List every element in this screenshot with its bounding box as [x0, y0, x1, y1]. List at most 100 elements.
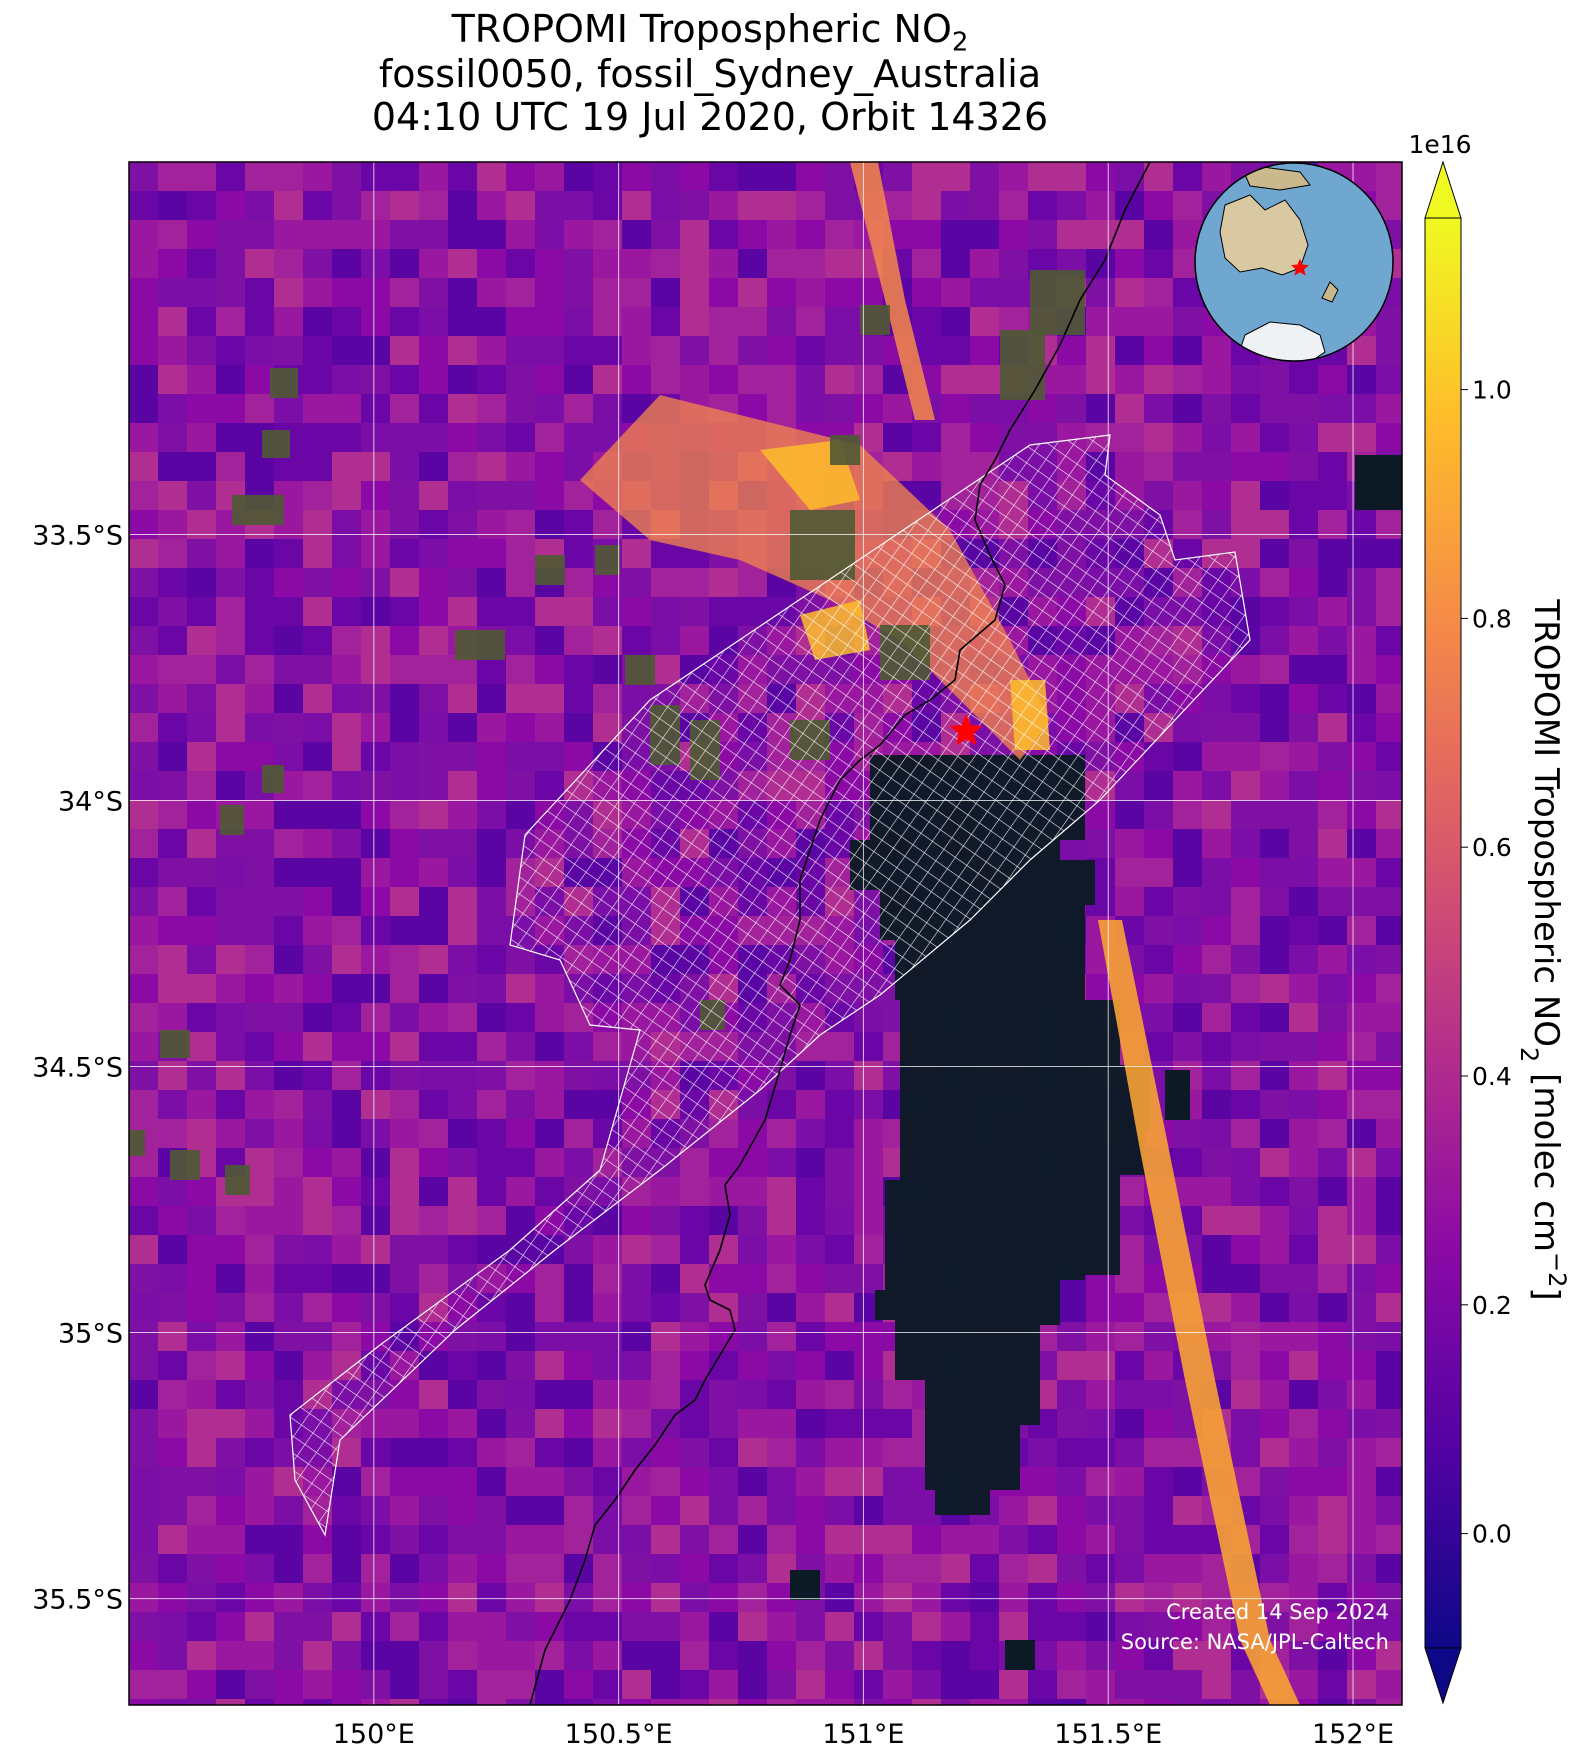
no2-pixel	[477, 1148, 506, 1177]
no2-pixel	[1057, 191, 1086, 220]
no2-pixel	[158, 626, 187, 655]
no2-pixel	[332, 307, 361, 336]
no2-pixel	[1318, 1264, 1347, 1293]
no2-pixel	[1318, 626, 1347, 655]
no2-pixel	[564, 1090, 593, 1119]
no2-pixel	[1057, 365, 1086, 394]
no2-pixel	[448, 1641, 477, 1670]
no2-pixel	[1144, 945, 1173, 974]
no2-pixel	[970, 394, 999, 423]
no2-pixel	[361, 742, 390, 771]
no2-pixel	[216, 1264, 245, 1293]
no2-pixel	[883, 1467, 912, 1496]
no2-pixel	[796, 1090, 825, 1119]
no2-pixel	[448, 1148, 477, 1177]
no2-pixel	[1115, 1467, 1144, 1496]
no2-pixel	[1318, 887, 1347, 916]
no2-pixel	[1260, 1061, 1289, 1090]
no2-pixel	[332, 829, 361, 858]
no2-pixel	[1289, 1061, 1318, 1090]
no2-pixel	[709, 1583, 738, 1612]
no2-pixel	[390, 365, 419, 394]
no2-pixel	[1202, 1061, 1231, 1090]
no2-pixel	[1347, 1090, 1376, 1119]
no2-pixel	[1173, 1438, 1202, 1467]
no2-pixel	[419, 684, 448, 713]
no2-pixel	[1260, 858, 1289, 887]
no2-pixel	[854, 336, 883, 365]
no2-pixel	[361, 365, 390, 394]
no2-pixel	[912, 1641, 941, 1670]
no2-pixel	[1231, 481, 1260, 510]
no2-pixel	[332, 568, 361, 597]
no2-pixel	[390, 1554, 419, 1583]
no2-pixel	[1086, 1583, 1115, 1612]
no2-pixel	[1260, 800, 1289, 829]
no2-pixel	[825, 1380, 854, 1409]
no2-pixel	[1376, 1032, 1402, 1061]
no2-pixel	[303, 742, 332, 771]
no2-pixel	[535, 162, 564, 191]
no2-pixel	[651, 1380, 680, 1409]
no2-pixel	[1376, 916, 1402, 945]
no2-pixel	[999, 1612, 1028, 1641]
no2-pixel	[216, 1061, 245, 1090]
no2-pixel	[854, 1235, 883, 1264]
no2-pixel	[622, 568, 651, 597]
no2-pixel	[564, 1409, 593, 1438]
map-panel	[129, 162, 1402, 1705]
no2-pixel	[1115, 1525, 1144, 1554]
no2-pixel	[216, 655, 245, 684]
no2-pixel	[419, 655, 448, 684]
no2-pixel	[622, 1438, 651, 1467]
no2-pixel	[1260, 626, 1289, 655]
no2-pixel	[1202, 1235, 1231, 1264]
no2-pixel	[187, 249, 216, 278]
no2-pixel	[187, 1032, 216, 1061]
no2-pixel	[1057, 1641, 1086, 1670]
no2-pixel	[709, 1699, 738, 1705]
no2-pixel	[680, 220, 709, 249]
no2-pixel	[825, 1670, 854, 1699]
no2-pixel	[129, 974, 158, 1003]
no2-pixel	[158, 1380, 187, 1409]
no2-pixel	[651, 336, 680, 365]
no2-pixel	[390, 307, 419, 336]
no2-pixel	[274, 539, 303, 568]
no2-pixel	[448, 162, 477, 191]
no2-pixel	[825, 336, 854, 365]
no2-pixel	[448, 1177, 477, 1206]
no2-pixel	[419, 1467, 448, 1496]
no2-pixel	[361, 887, 390, 916]
no2-pixel	[419, 1177, 448, 1206]
no2-pixel	[506, 1612, 535, 1641]
no2-pixel	[535, 336, 564, 365]
no2-pixel	[970, 278, 999, 307]
no2-pixel	[506, 452, 535, 481]
no2-pixel	[709, 1148, 738, 1177]
no2-pixel	[593, 249, 622, 278]
no2-pixel	[274, 1670, 303, 1699]
no2-pixel	[651, 307, 680, 336]
no2-pixel	[332, 1641, 361, 1670]
no2-pixel	[332, 800, 361, 829]
no2-pixel	[622, 1293, 651, 1322]
no2-pixel	[303, 655, 332, 684]
no2-pixel	[419, 1380, 448, 1409]
no2-pixel	[651, 1612, 680, 1641]
no2-pixel	[651, 1264, 680, 1293]
no2-pixel	[941, 1583, 970, 1612]
no2-pixel	[187, 220, 216, 249]
no2-pixel	[1289, 1206, 1318, 1235]
no2-pixel	[477, 481, 506, 510]
no2-pixel	[390, 1003, 419, 1032]
no2-pixel	[303, 423, 332, 452]
no2-pixel	[535, 278, 564, 307]
no2-pixel	[506, 220, 535, 249]
no2-pixel	[506, 1119, 535, 1148]
no2-pixel	[390, 1409, 419, 1438]
no2-pixel	[245, 365, 274, 394]
no2-pixel	[1318, 1351, 1347, 1380]
no2-pixel	[1115, 452, 1144, 481]
no2-pixel	[361, 1032, 390, 1061]
